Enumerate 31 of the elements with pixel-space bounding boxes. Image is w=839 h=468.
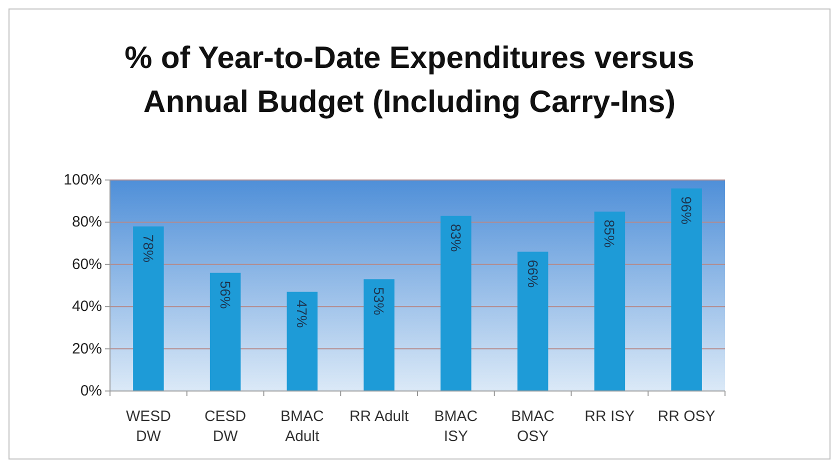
y-tick-label: 60% xyxy=(72,256,102,273)
bar xyxy=(594,212,626,391)
data-label: 66% xyxy=(524,260,541,288)
chart-title: % of Year-to-Date Expenditures versus Annual Budget (Including Carry-Ins) xyxy=(124,40,694,119)
data-label: 78% xyxy=(140,234,156,262)
data-label: 83% xyxy=(448,224,464,252)
bar xyxy=(286,292,318,391)
x-tick-label: BMAC OSY xyxy=(511,408,555,445)
bar xyxy=(517,252,548,391)
y-tick-label: 100% xyxy=(64,172,102,188)
bar xyxy=(133,226,164,391)
data-label: 96% xyxy=(678,196,695,224)
data-label: 47% xyxy=(294,300,310,328)
data-label: 85% xyxy=(602,220,618,248)
y-tick-label: 20% xyxy=(72,340,102,358)
data-label: 56% xyxy=(217,280,234,309)
x-tick-label: BMAC Adult xyxy=(280,408,324,445)
x-tick-label: BMAC ISY xyxy=(434,408,478,445)
x-tick-label: RR ISY xyxy=(584,408,635,425)
x-tick-label: RR OSY xyxy=(658,408,716,425)
x-tick-label: CESD DW xyxy=(204,408,246,445)
y-tick-label: 0% xyxy=(80,382,102,400)
y-tick-label: 40% xyxy=(72,298,102,316)
bar xyxy=(210,272,241,391)
x-tick-label: WESD DW xyxy=(126,408,172,445)
bar xyxy=(440,216,472,391)
x-tick-label: RR Adult xyxy=(349,408,410,425)
bar xyxy=(671,188,702,391)
data-label: 53% xyxy=(371,287,388,316)
bar xyxy=(364,279,394,391)
y-tick-label: 80% xyxy=(72,214,102,231)
